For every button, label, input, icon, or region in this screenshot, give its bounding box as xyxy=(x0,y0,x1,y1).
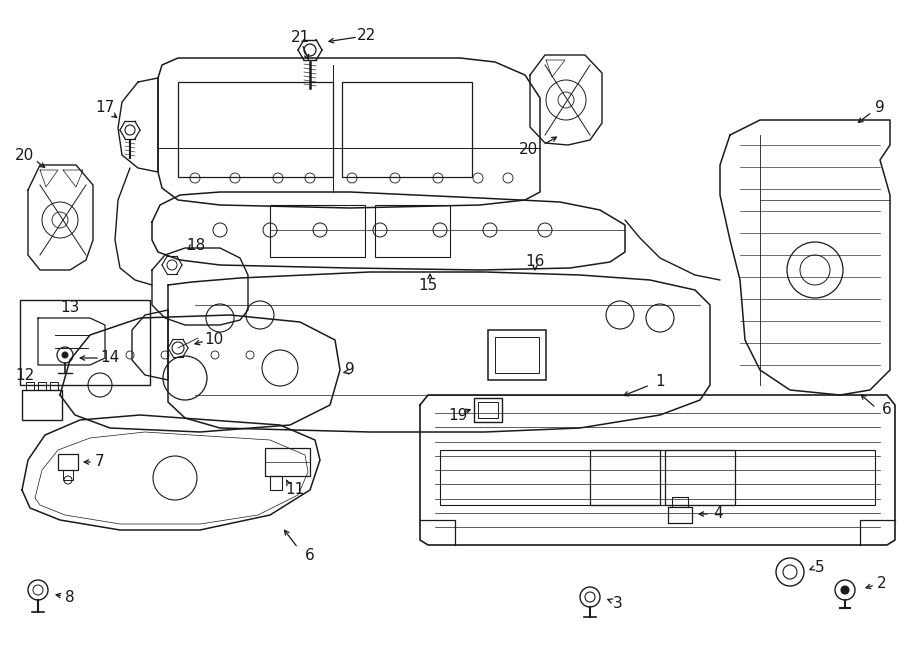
Bar xyxy=(20,300,150,385)
Text: 21: 21 xyxy=(291,30,310,46)
Text: 15: 15 xyxy=(418,278,437,293)
Bar xyxy=(342,82,472,177)
Text: 4: 4 xyxy=(713,506,723,522)
Text: 22: 22 xyxy=(357,28,376,42)
Bar xyxy=(38,382,46,390)
Text: 9: 9 xyxy=(345,362,355,377)
Text: 9: 9 xyxy=(875,100,885,116)
Text: 19: 19 xyxy=(448,407,468,422)
Bar xyxy=(478,402,498,418)
Bar xyxy=(265,448,310,476)
Text: 18: 18 xyxy=(186,237,205,253)
Bar xyxy=(178,82,333,177)
Bar xyxy=(488,330,546,380)
Bar xyxy=(590,450,660,505)
Text: 6: 6 xyxy=(882,403,892,418)
Bar xyxy=(440,450,875,505)
Text: 13: 13 xyxy=(60,301,80,315)
Text: 17: 17 xyxy=(95,100,114,116)
Circle shape xyxy=(62,352,68,358)
Text: 10: 10 xyxy=(204,332,223,348)
Text: 3: 3 xyxy=(613,596,623,611)
Text: 6: 6 xyxy=(305,547,315,563)
Text: 20: 20 xyxy=(15,147,34,163)
Bar xyxy=(474,398,502,422)
Text: 12: 12 xyxy=(15,368,34,383)
Bar xyxy=(22,390,62,420)
Bar xyxy=(375,205,450,257)
Text: 5: 5 xyxy=(815,559,824,574)
Circle shape xyxy=(841,586,849,594)
Bar xyxy=(270,476,282,490)
Bar xyxy=(50,382,58,390)
Text: 7: 7 xyxy=(95,455,104,469)
Bar xyxy=(495,337,539,373)
Text: 1: 1 xyxy=(655,375,665,389)
Text: 2: 2 xyxy=(878,576,886,590)
Text: 20: 20 xyxy=(518,143,537,157)
Bar xyxy=(665,450,735,505)
Text: 16: 16 xyxy=(526,254,544,270)
Text: 11: 11 xyxy=(285,483,304,498)
Text: 8: 8 xyxy=(65,590,75,605)
Bar xyxy=(58,454,78,470)
Bar xyxy=(26,382,34,390)
Text: 14: 14 xyxy=(101,350,120,366)
Bar xyxy=(63,470,73,480)
Bar xyxy=(270,205,365,257)
